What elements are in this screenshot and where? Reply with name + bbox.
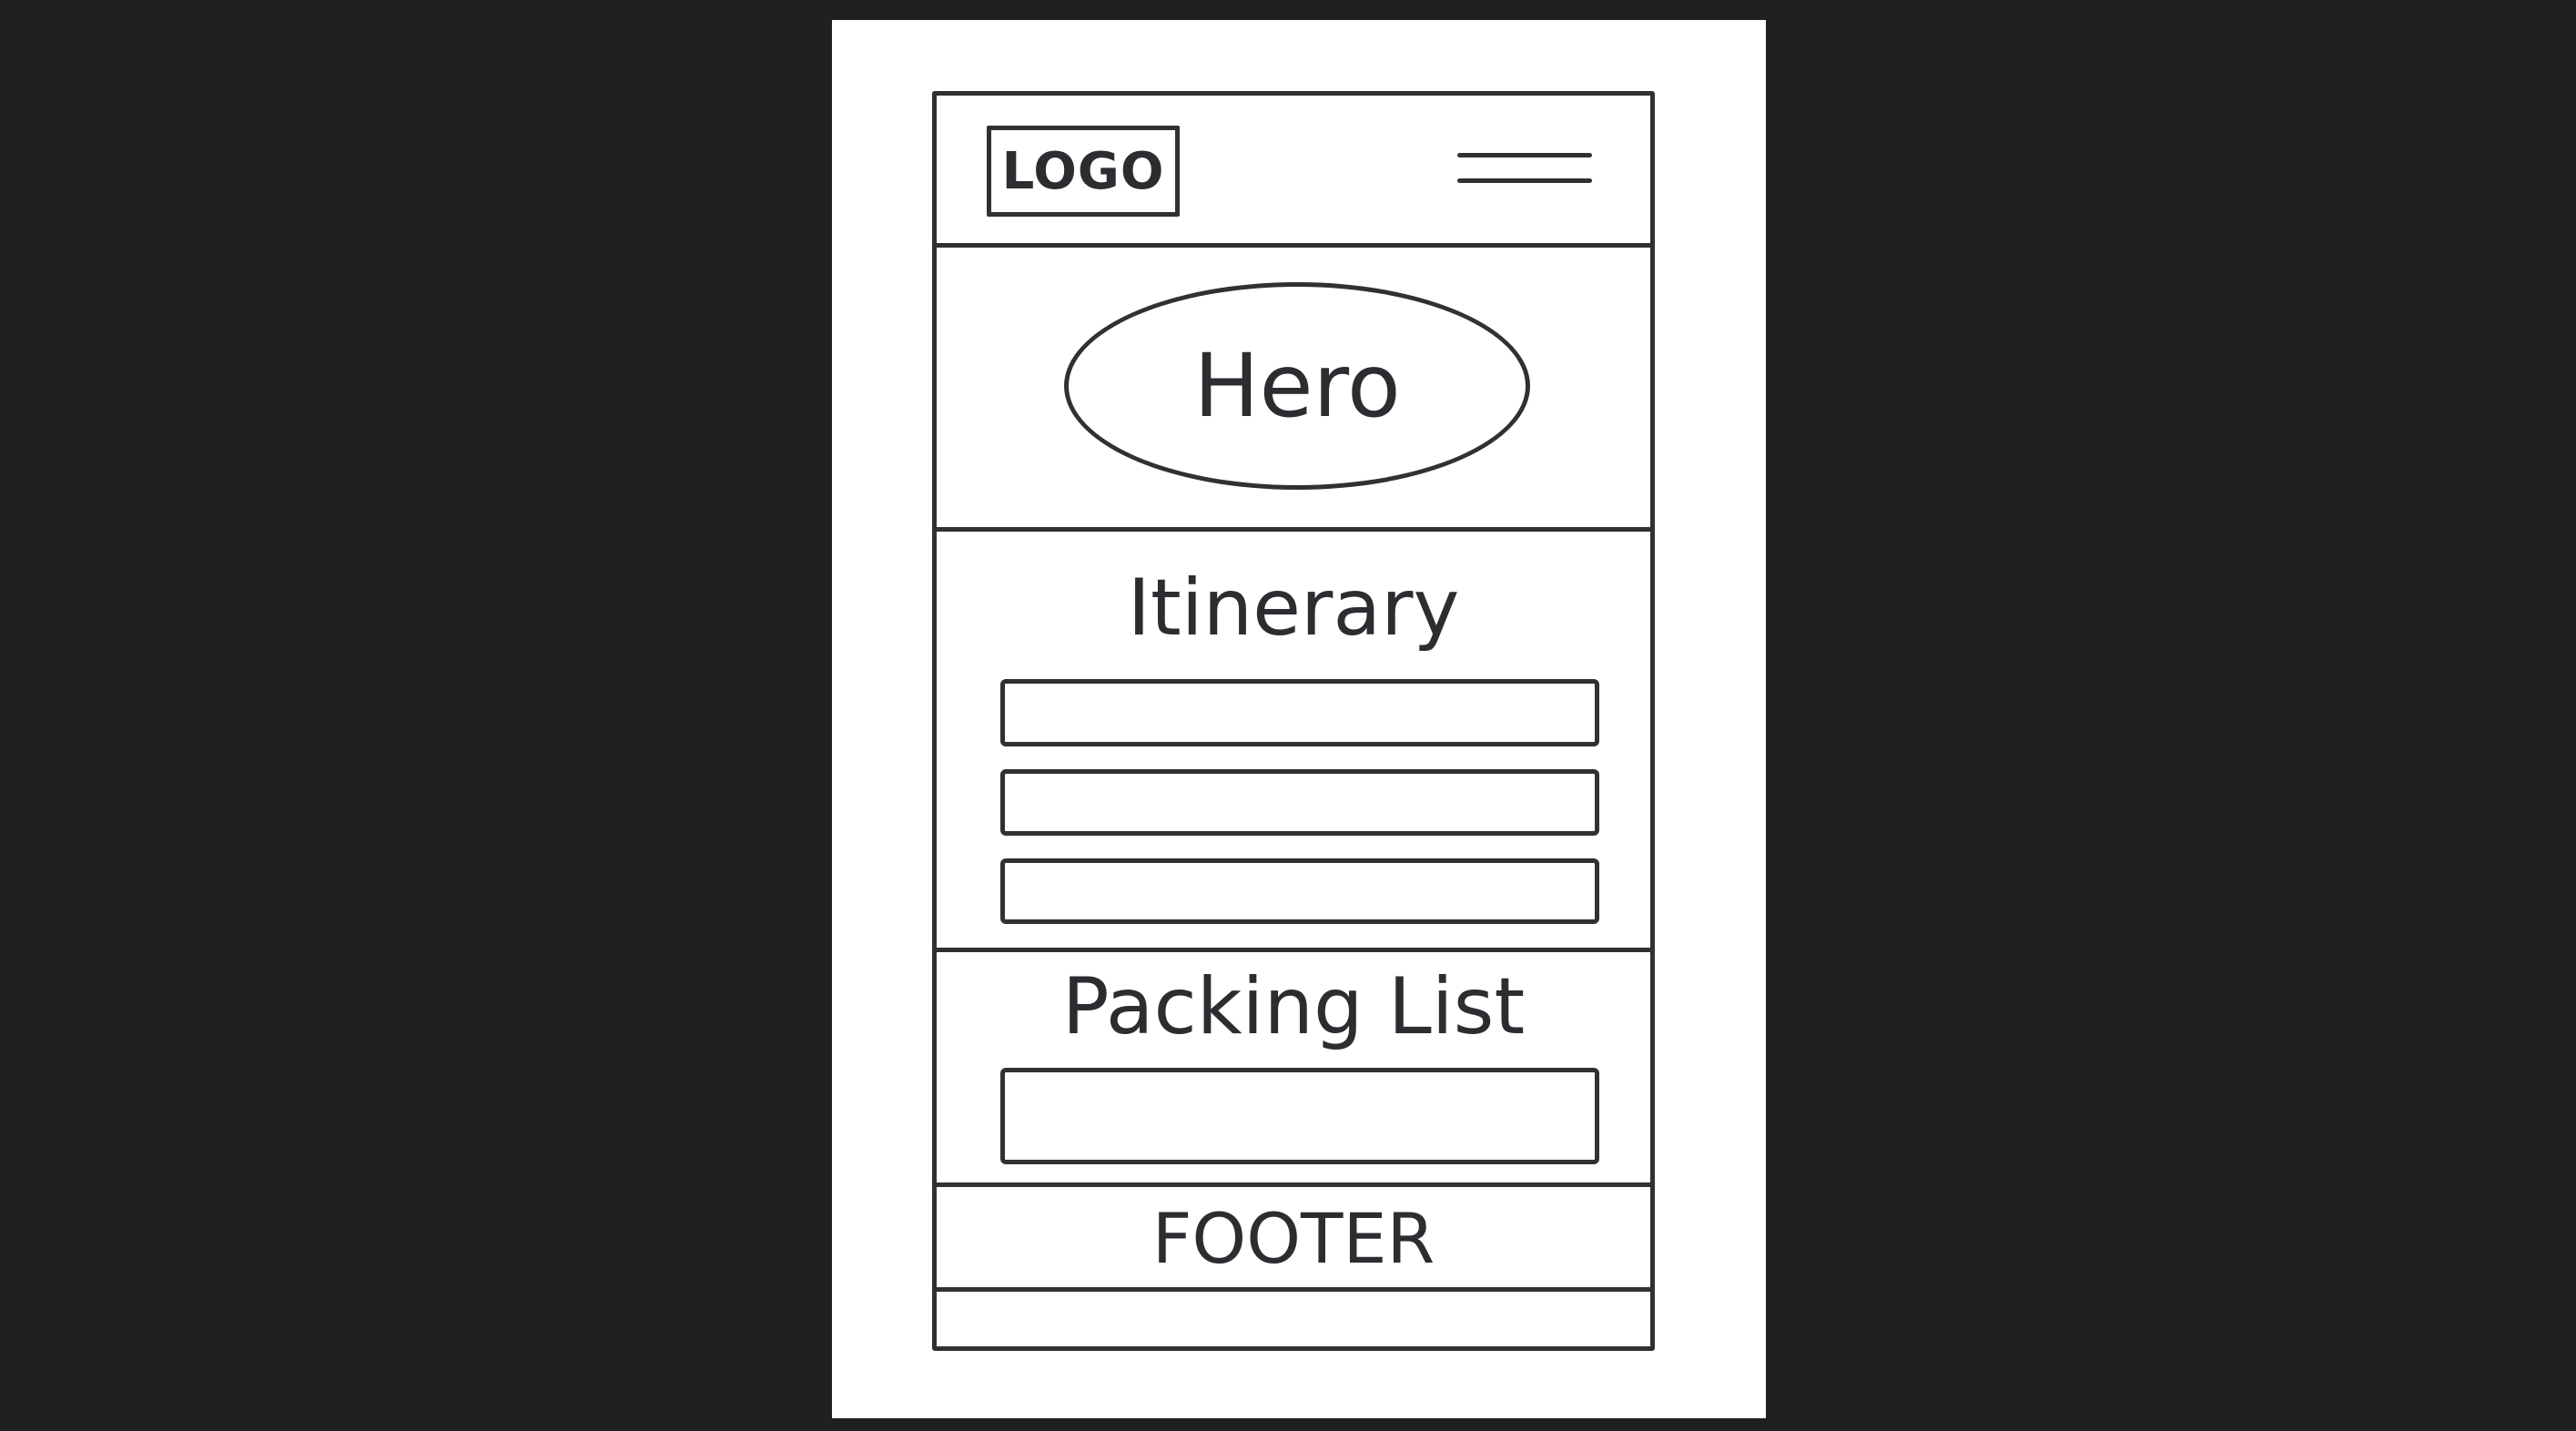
logo-placeholder[interactable]: LOGO	[987, 126, 1180, 217]
itinerary-title: Itinerary	[1127, 563, 1460, 654]
itinerary-item-1[interactable]	[1000, 679, 1599, 746]
header-divider	[935, 243, 1652, 248]
logo-label: LOGO	[1001, 141, 1165, 201]
footer-label: FOOTER	[1151, 1198, 1435, 1279]
itinerary-divider	[935, 948, 1652, 952]
mobile-wireframe-frame: LOGO Hero Itinerary Packing List FOOTER	[932, 91, 1655, 1351]
wireframe-paper: LOGO Hero Itinerary Packing List FOOTER	[832, 20, 1766, 1418]
packing-list-box[interactable]	[1000, 1068, 1599, 1164]
hero-placeholder[interactable]: Hero	[1064, 282, 1530, 490]
itinerary-item-2[interactable]	[1000, 769, 1599, 836]
footer-divider	[935, 1287, 1652, 1292]
hero-label: Hero	[1193, 335, 1401, 437]
itinerary-item-3[interactable]	[1000, 858, 1599, 924]
packing-list-title: Packing List	[1061, 961, 1526, 1052]
packing-list-divider	[935, 1182, 1652, 1187]
hero-divider	[935, 527, 1652, 532]
hamburger-menu-icon[interactable]	[1457, 150, 1592, 190]
